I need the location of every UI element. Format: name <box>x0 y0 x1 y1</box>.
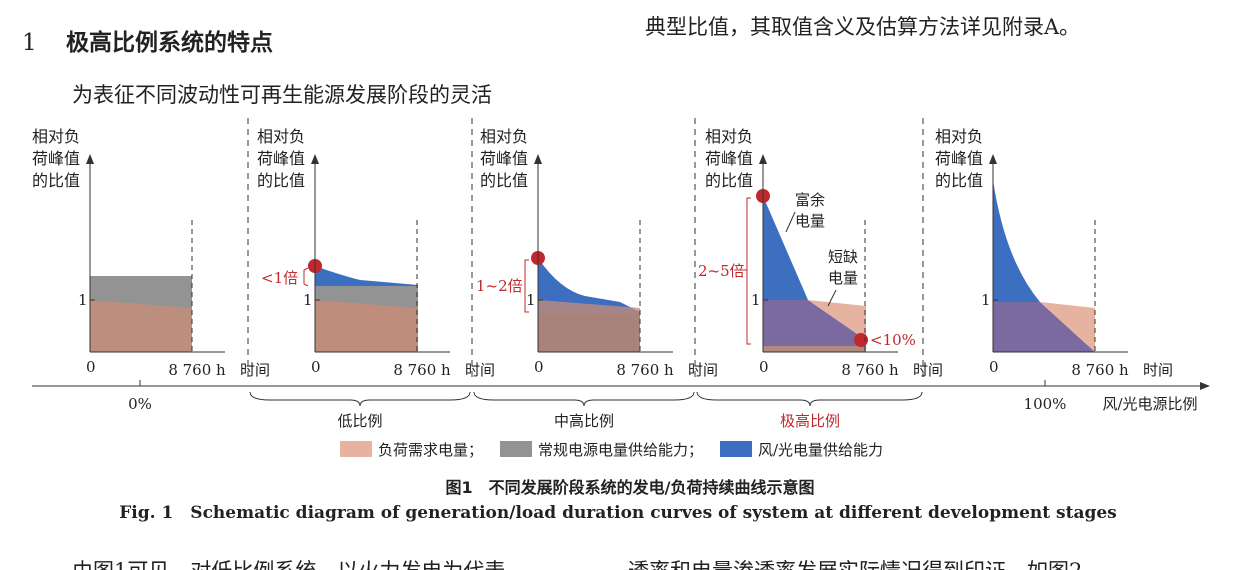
zero-label: 0 <box>86 358 96 376</box>
stage-label: 中高比例 <box>554 412 614 430</box>
annotation: 富余 <box>795 191 825 209</box>
legend-label: 常规电源电量供给能力； <box>538 441 703 459</box>
x-axis-label: 时间 <box>1143 361 1173 379</box>
axis-label: 100% <box>1024 395 1067 413</box>
panel-3-shapes <box>538 258 640 352</box>
annotation: 电量 <box>828 269 858 287</box>
paragraph: 为表征不同波动性可再生能源发展阶段的灵活 <box>72 83 492 107</box>
y-arrow <box>989 154 997 164</box>
stage-label: 低比例 <box>337 412 382 430</box>
annotation: <10% <box>870 331 916 349</box>
panel-1-shapes <box>90 276 192 352</box>
caption-en: Fig. 1 Schematic diagram of generation/l… <box>119 503 1117 523</box>
y-axis-label: 荷峰值 <box>705 149 753 168</box>
legend-label: 风/光电量供给能力 <box>758 441 883 459</box>
annotation: 电量 <box>795 212 825 230</box>
panel-2-shapes <box>315 266 418 352</box>
legend-label: 负荷需求电量； <box>378 441 483 459</box>
zero-label: 0 <box>311 358 321 376</box>
panel-5-shapes <box>993 180 1095 352</box>
legend: 负荷需求电量； 常规电源电量供给能力； 风/光电量供给能力 <box>340 441 883 459</box>
x-axis-label: 时间 <box>465 361 495 379</box>
y-axis-label: 相对负 <box>705 127 753 146</box>
y-axis-label: 的比值 <box>705 171 753 190</box>
y-axis-label: 荷峰值 <box>32 149 80 168</box>
section-title: 极高比例系统的特点 <box>66 29 273 56</box>
x-end-label: 8 760 h <box>1071 361 1129 379</box>
axis-title: 风/光电源比例 <box>1102 395 1197 413</box>
annotation: <1倍 <box>261 269 298 287</box>
panel-4-shapes <box>743 189 868 352</box>
paragraph: 透率和电量渗透率发展实际情况得到印证。如图2 <box>628 559 1082 570</box>
one-label: 1 <box>526 291 536 309</box>
y-axis-label: 荷峰值 <box>480 149 528 168</box>
y-axis-label: 荷峰值 <box>257 149 305 168</box>
one-label: 1 <box>981 291 991 309</box>
paragraph: 典型比值，其取值含义及估算方法详见附录A。 <box>645 15 1080 39</box>
x-axis-label: 时间 <box>240 361 270 379</box>
y-axis-label: 相对负 <box>480 127 528 146</box>
stage-label: 极高比例 <box>780 412 840 430</box>
x-end-label: 8 760 h <box>393 361 451 379</box>
annotation: 1~2倍 <box>476 277 523 295</box>
y-arrow <box>759 154 767 164</box>
one-label: 1 <box>78 291 88 309</box>
x-axis-label: 时间 <box>913 361 943 379</box>
y-axis-label: 相对负 <box>935 127 983 146</box>
y-arrow <box>311 154 319 164</box>
section-number: 1 <box>22 30 37 56</box>
y-axis-label: 的比值 <box>480 171 528 190</box>
axis-label: 0% <box>128 395 152 413</box>
zero-label: 0 <box>759 358 769 376</box>
proportion-axis <box>32 380 1210 407</box>
x-end-label: 8 760 h <box>841 361 899 379</box>
one-label: 1 <box>751 291 761 309</box>
x-axis-label: 时间 <box>688 361 718 379</box>
y-axis-label: 的比值 <box>935 171 983 190</box>
y-axis-label: 相对负 <box>257 127 305 146</box>
y-arrow <box>86 154 94 164</box>
y-axis-label: 的比值 <box>257 171 305 190</box>
annotation: 2~5倍 <box>698 262 745 280</box>
x-end-label: 8 760 h <box>616 361 674 379</box>
zero-label: 0 <box>989 358 999 376</box>
x-end-label: 8 760 h <box>168 361 226 379</box>
caption-cn: 图1 不同发展阶段系统的发电/负荷持续曲线示意图 <box>446 478 815 497</box>
y-axis-label: 相对负 <box>32 127 80 146</box>
y-arrow <box>534 154 542 164</box>
y-axis-label: 荷峰值 <box>935 149 983 168</box>
paragraph: 由图1可见，对低比例系统，以火力发电为代表 <box>72 559 505 570</box>
one-label: 1 <box>303 291 313 309</box>
zero-label: 0 <box>534 358 544 376</box>
annotation: 短缺 <box>828 248 858 266</box>
annotations: <1倍 1~2倍 2~5倍 <10% 富余 电量 短缺 电量 <box>261 191 916 349</box>
y-axis-label: 的比值 <box>32 171 80 190</box>
